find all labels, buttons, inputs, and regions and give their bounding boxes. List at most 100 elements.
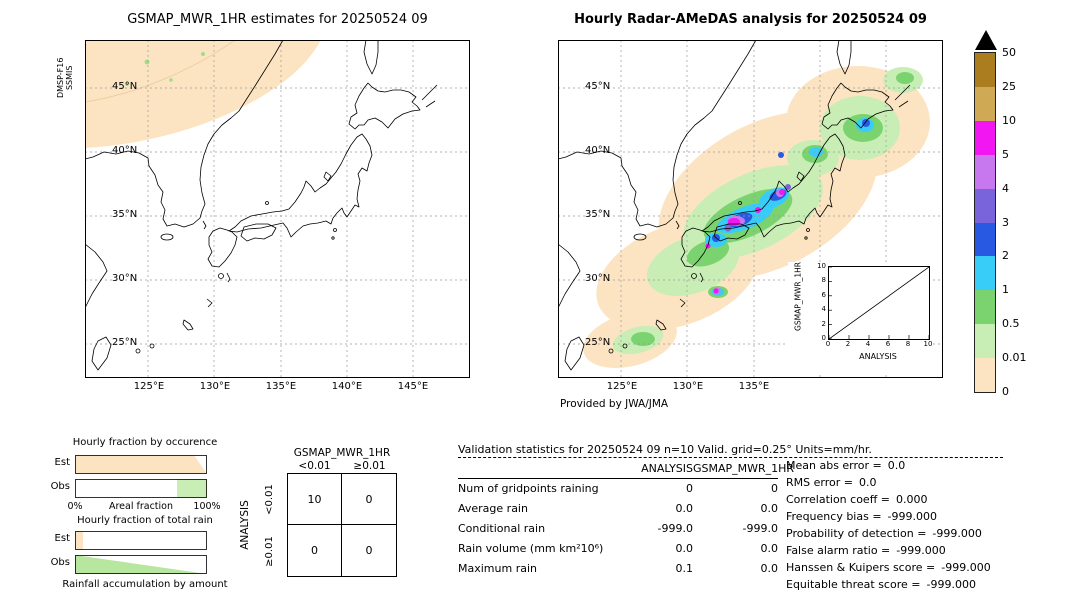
rain-field [583, 66, 930, 369]
axis-max: 100% [193, 501, 221, 512]
total-obs-bar [75, 555, 207, 574]
inset-y-tick: 8 [821, 276, 826, 284]
amami [206, 298, 213, 308]
inset-x-tick: 0 [825, 340, 831, 348]
inset-x-tick: 2 [845, 340, 851, 348]
colorbar-segment [975, 222, 995, 257]
colorbar-tick-label: 2 [1002, 249, 1009, 263]
metric-line: RMS error = 0.0 [786, 476, 877, 489]
colorbar-segment [975, 188, 995, 223]
colorbar-segments [974, 52, 996, 393]
inset-ylabel: GSMAP_MWR_1HR [793, 262, 803, 331]
axis-label: Areal fraction [108, 501, 173, 512]
credit-text: Provided by JWA/JMA [560, 398, 669, 410]
lat-label: 30°N [112, 273, 138, 284]
lon-label: 135°E [738, 381, 770, 392]
metric-line: Equitable threat score = -999.000 [786, 578, 976, 591]
colorbar-segment [975, 324, 995, 359]
colorbar-tick-label: 10 [1002, 113, 1016, 127]
sado [323, 171, 332, 182]
inset-y-tick: 2 [821, 320, 826, 328]
inset-plot-area [828, 266, 930, 340]
okinawa [182, 319, 194, 331]
left-map-panel [84, 39, 470, 378]
metric-line: Frequency bias = -999.000 [786, 510, 938, 523]
stats-row: Rain volume (mm km²10⁶) 0.0 0.0 [458, 542, 778, 555]
accumulation-chart-title: Rainfall accumulation by amount [62, 579, 228, 590]
lat-label: 25°N [585, 337, 611, 348]
lat-label: 45°N [585, 81, 611, 92]
inset-xlabel: ANALYSIS [859, 352, 897, 361]
colorbar-tick-label: 0.01 [1002, 351, 1027, 365]
inset-x-tick: 8 [905, 340, 911, 348]
gridlines [85, 40, 470, 378]
colorbar-segment [975, 154, 995, 189]
inset-y-tick: 4 [821, 305, 826, 313]
row-label-est: Est [54, 457, 70, 468]
inset-x-tick: 4 [865, 340, 871, 348]
stats-divider [458, 457, 1003, 458]
occurrence-chart-title: Hourly fraction by occurence [72, 437, 218, 448]
metric-line: False alarm ratio = -999.000 [786, 544, 946, 557]
inset-x-tick: 6 [885, 340, 891, 348]
right-map-title: Hourly Radar-AMeDAS analysis for 2025052… [574, 12, 927, 27]
colorbar-tick-label: 0.5 [1002, 317, 1020, 331]
colorbar-tick-labels: 50 25 10 5 4 3 2 1 0.5 0.01 0 [1002, 46, 1046, 398]
lon-label: 135°E [265, 381, 297, 392]
inset-scatter-panel: GSMAP_MWR_1HR 0 2 4 6 8 10 0 2 4 6 8 [788, 262, 932, 372]
asia-mainland-korea [84, 39, 284, 228]
row-label-est: Est [54, 533, 70, 544]
right-map-svg [557, 39, 944, 379]
metric-line: Probability of detection = -999.000 [786, 527, 982, 540]
stats-col-header: GSMAP_MWR_1HR [693, 462, 795, 475]
metric-line: Correlation coeff = 0.000 [786, 493, 928, 506]
colorbar-segment [975, 358, 995, 393]
left-map-svg [84, 39, 470, 378]
sensor-name: SSMIS [65, 65, 74, 91]
lon-label: 130°E [199, 381, 231, 392]
total-est-bar [75, 531, 207, 550]
row-label-obs: Obs [50, 557, 70, 568]
axis-min: 0% [67, 501, 83, 512]
colorbar-tick-label: 0 [1002, 385, 1009, 398]
tsushima [202, 220, 207, 230]
jeju [160, 233, 174, 241]
stats-col-header: ANALYSIS [641, 462, 693, 475]
colorbar-segment [975, 86, 995, 121]
contingency-title: GSMAP_MWR_1HR [293, 447, 391, 459]
stats-row: Num of gridpoints raining 0 0 [458, 482, 778, 495]
coastlines [84, 39, 438, 371]
honshu [228, 133, 373, 238]
kyushu [207, 227, 238, 268]
contingency-cell: 0 [365, 544, 373, 557]
colorbar-segment [975, 256, 995, 291]
shikoku [240, 223, 277, 242]
contingency-col-header: ≥0.01 [353, 460, 386, 472]
inset-y-tick: 6 [821, 291, 826, 299]
satellite-name: DMSP-F16 [56, 57, 65, 98]
contingency-cell: 10 [288, 474, 342, 525]
lat-label: 35°N [585, 209, 611, 220]
inset-plot-svg [828, 266, 930, 340]
stats-table-header: ANALYSIS GSMAP_MWR_1HR [458, 462, 795, 479]
lon-label: 125°E [133, 381, 165, 392]
colorbar-overflow-triangle [975, 30, 997, 50]
contingency-row-header: ≥0.01 [263, 535, 275, 567]
lat-label: 25°N [112, 337, 138, 348]
lat-label: 30°N [585, 273, 611, 284]
lat-label: 40°N [585, 145, 611, 156]
colorbar-segment [975, 290, 995, 325]
stats-row: Maximum rain 0.1 0.0 [458, 562, 778, 575]
contingency-row-header: <0.01 [263, 483, 275, 515]
left-map-title: GSMAP_MWR_1HR estimates for 20250524 09 [127, 12, 428, 27]
colorbar-tick-label: 1 [1002, 283, 1009, 297]
inset-y-tick: 0 [821, 334, 826, 342]
stats-row: Average rain 0.0 0.0 [458, 502, 778, 515]
row-label-obs: Obs [50, 481, 70, 492]
lon-label: 140°E [331, 381, 363, 392]
sakhalin [363, 39, 379, 75]
colorbar-tick-label: 5 [1002, 147, 1009, 161]
metric-line: Mean abs error = 0.0 [786, 459, 906, 472]
stats-title: Validation statistics for 20250524 09 n=… [458, 443, 872, 456]
